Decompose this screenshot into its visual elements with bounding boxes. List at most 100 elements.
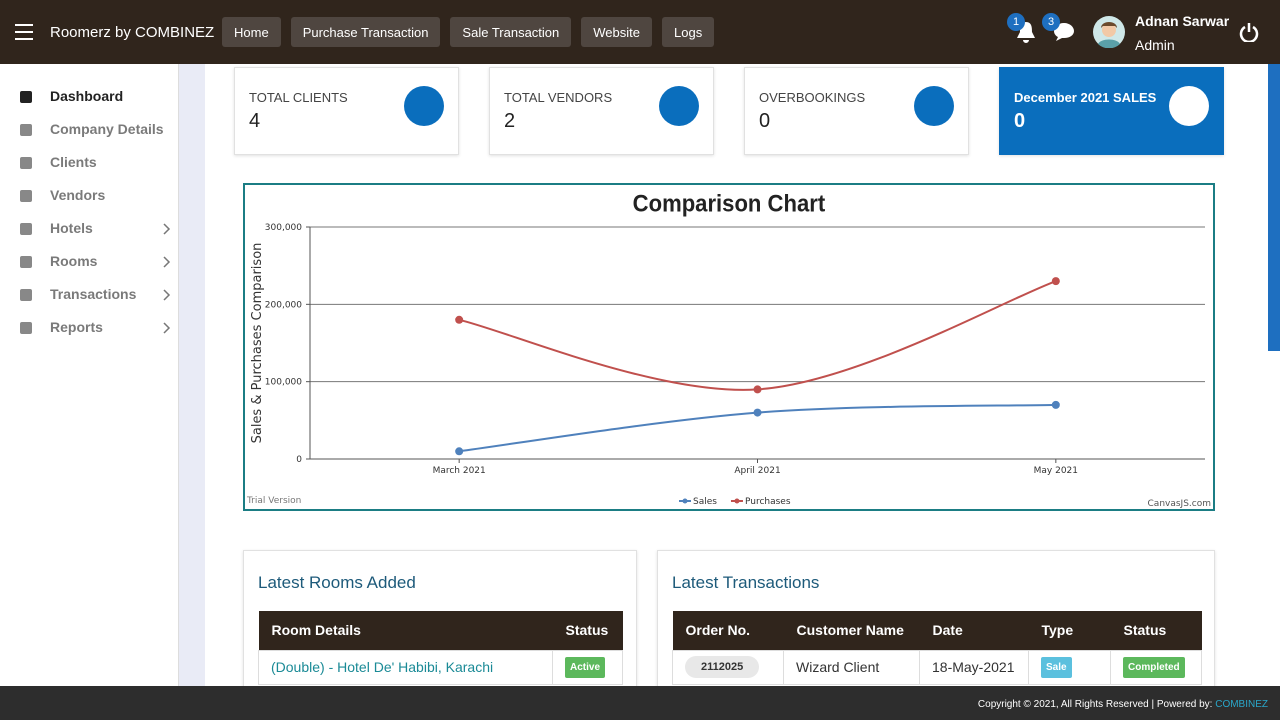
notification-badge: 1 — [1007, 13, 1025, 31]
legend-label: Sales — [693, 497, 717, 507]
chart-container: Comparison Chart Sales & Purchases Compa… — [243, 183, 1215, 511]
chart: Comparison Chart Sales & Purchases Compa… — [246, 189, 1211, 509]
type-badge: Sale — [1041, 656, 1072, 678]
header: Roomerz by COMBINEZ Home Purchase Transa… — [0, 0, 1280, 64]
chart-title: Comparison Chart — [633, 189, 826, 216]
nav-button[interactable]: Website — [581, 17, 652, 47]
card-value: 2 — [504, 110, 516, 132]
footer: Copyright © 2021, All Rights Reserved | … — [0, 686, 1280, 720]
panel-title: Latest Transactions — [672, 573, 820, 592]
user-role: Admin — [1135, 37, 1175, 53]
message-badge: 3 — [1042, 13, 1060, 31]
card-icon — [914, 86, 954, 126]
legend-swatch — [734, 498, 740, 504]
data-point — [1051, 400, 1060, 409]
sidebar-icon — [20, 256, 32, 268]
sidebar-item[interactable]: Transactions — [50, 286, 137, 302]
status-badge: Active — [565, 656, 606, 678]
stat-card: TOTAL VENDORS 2 — [489, 67, 714, 155]
sidebar-item[interactable]: Reports — [50, 319, 103, 335]
footer-text: Copyright © 2021, All Rights Reserved | … — [977, 699, 1213, 710]
customer-name: Wizard Client — [783, 649, 920, 685]
status-badge: Completed — [1123, 656, 1185, 678]
card-icon — [1169, 86, 1209, 126]
column-header: Customer Name — [783, 611, 920, 650]
message-icon[interactable] — [1053, 22, 1075, 42]
submenu-chevron — [163, 223, 171, 235]
column-header: Order No. — [672, 611, 784, 650]
card-label: OVERBOOKINGS — [759, 90, 866, 105]
card-label: TOTAL CLIENTS — [249, 90, 348, 105]
column-header: Room Details — [258, 611, 553, 650]
sidebar-item[interactable]: Hotels — [50, 220, 93, 236]
nav-button[interactable]: Sale Transaction — [450, 17, 572, 47]
series-line — [458, 280, 1057, 391]
x-tick-label: April 2021 — [734, 466, 780, 476]
rooms-table: Room Details Status (Double) - Hotel De' … — [258, 611, 623, 685]
sidebar-icon — [20, 223, 32, 235]
sidebar-item[interactable]: Dashboard — [50, 88, 124, 104]
date: 18-May-2021 — [919, 649, 1029, 685]
y-tick-label: 100,000 — [265, 378, 302, 388]
room-link[interactable]: (Double) - Hotel De' Habibi, Karachi — [258, 649, 553, 685]
card-icon — [659, 86, 699, 126]
card-icon — [404, 86, 444, 126]
watermark: CanvasJS.com — [1148, 499, 1211, 509]
brand: Roomerz by COMBINEZ — [50, 24, 215, 41]
data-point — [455, 447, 464, 456]
content-gutter — [179, 64, 205, 686]
card-value: 0 — [759, 110, 771, 132]
stat-card: TOTAL CLIENTS 4 — [234, 67, 459, 155]
column-header: Status — [1110, 611, 1202, 650]
transactions-table: Order No. Customer Name Date Type Status 211… — [672, 611, 1202, 685]
transactions-panel: Latest Transactions Order No. Customer Na… — [657, 550, 1215, 690]
rooms-panel: Latest Rooms Added Room Details Status (D… — [243, 550, 637, 690]
column-header: Status — [552, 611, 623, 650]
sidebar-icon — [20, 157, 32, 169]
column-header: Date — [919, 611, 1029, 650]
footer-link[interactable]: COMBINEZ — [1215, 699, 1268, 710]
data-point — [753, 408, 762, 417]
submenu-chevron — [163, 256, 171, 268]
sidebar-item[interactable]: Company Details — [50, 121, 164, 137]
user-name: Adnan Sarwar — [1135, 13, 1230, 29]
scrollbar[interactable] — [1268, 64, 1280, 351]
data-point — [455, 315, 464, 324]
nav-button[interactable]: Logs — [662, 17, 715, 47]
y-tick-label: 0 — [296, 455, 302, 465]
sidebar-icon — [20, 322, 32, 334]
x-tick-label: May 2021 — [1034, 466, 1078, 476]
sidebar: Dashboard Company Details Clients Vendors Ho… — [0, 64, 179, 686]
sidebar-icon — [20, 124, 32, 136]
sidebar-item[interactable]: Rooms — [50, 253, 98, 269]
y-axis-title: Sales & Purchases Comparison — [250, 243, 265, 444]
nav-button[interactable]: Purchase Transaction — [290, 17, 441, 47]
watermark: Trial Version — [246, 496, 301, 506]
menu-toggle[interactable] — [15, 24, 33, 40]
legend-label: Purchases — [745, 497, 791, 507]
card-value: 4 — [249, 110, 261, 132]
sidebar-icon — [20, 190, 32, 202]
stat-card: December 2021 SALES 0 — [999, 67, 1224, 155]
logout-icon[interactable] — [1239, 22, 1259, 42]
data-point — [1051, 277, 1060, 286]
panel-title: Latest Rooms Added — [258, 573, 416, 592]
card-value: 0 — [1014, 110, 1026, 132]
data-point — [753, 385, 762, 394]
sidebar-icon — [20, 91, 32, 103]
legend-swatch — [682, 498, 688, 504]
submenu-chevron — [163, 289, 171, 301]
submenu-chevron — [163, 322, 171, 334]
column-header: Type — [1028, 611, 1111, 650]
y-tick-label: 200,000 — [265, 300, 302, 310]
sidebar-item[interactable]: Clients — [50, 154, 97, 170]
x-tick-label: March 2021 — [433, 466, 486, 476]
avatar[interactable] — [1093, 16, 1125, 48]
y-tick-label: 300,000 — [265, 223, 302, 233]
sidebar-item[interactable]: Vendors — [50, 187, 106, 203]
card-label: December 2021 SALES — [1014, 90, 1157, 105]
nav: Home Purchase Transaction Sale Transacti… — [222, 17, 715, 47]
order-number: 2112025 — [685, 656, 760, 678]
nav-button[interactable]: Home — [222, 17, 281, 47]
